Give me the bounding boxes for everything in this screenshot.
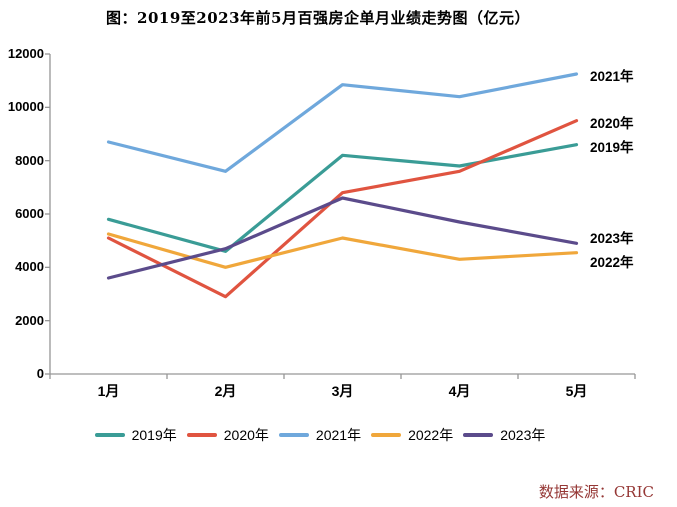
source-note: 数据来源：CRIC [538, 483, 654, 501]
legend-label: 2022年 [408, 427, 454, 443]
series-end-label-2022年: 2022年 [590, 255, 634, 270]
legend-item-2020年: 2020年 [186, 425, 269, 445]
y-axis-label: 0 [36, 366, 44, 381]
y-axis-label: 2000 [15, 312, 44, 328]
legend-item-2023年: 2023年 [463, 425, 545, 445]
y-axis-label: 10000 [7, 99, 44, 115]
legend-label: 2023年 [500, 427, 546, 443]
legend-item-2019年: 2019年 [94, 425, 177, 445]
series-end-label-2019年: 2019年 [590, 139, 634, 155]
series-line-2021年 [106, 72, 579, 173]
legend-swatch [278, 433, 309, 437]
series-line-2020年 [106, 119, 579, 299]
legend-label: 2021年 [315, 427, 362, 443]
y-axis-label: 12000 [7, 46, 44, 61]
x-axis-label: 3月 [331, 383, 354, 399]
series-line-2023年 [106, 196, 579, 280]
legend-swatch [463, 433, 494, 437]
x-axis-label: 5月 [565, 383, 588, 399]
legend-swatch [371, 433, 402, 437]
legend-label: 2020年 [223, 427, 269, 443]
legend: 2019年 2020年 2021年 2022年 2023年 [0, 425, 640, 445]
chart-title: 图：2019至2023年前5月百强房企单月业绩走势图（亿元） [106, 9, 530, 27]
series-end-label-2023年: 2023年 [590, 231, 634, 246]
x-axis-label: 1月 [97, 383, 120, 399]
x-axis-label: 4月 [448, 383, 471, 399]
y-axis-label: 6000 [15, 206, 44, 221]
series-line-2022年 [106, 232, 579, 269]
legend-swatch [186, 433, 217, 437]
y-axis-label: 4000 [15, 259, 44, 275]
axis-lines [49, 54, 635, 375]
legend-label: 2019年 [131, 427, 177, 443]
legend-item-2022年: 2022年 [371, 425, 453, 445]
legend-swatch [94, 433, 125, 437]
series-end-label-2021年: 2021年 [590, 69, 634, 84]
legend-item-2021年: 2021年 [278, 425, 362, 445]
series-end-label-2020年: 2020年 [590, 115, 634, 131]
series-line-2019年 [106, 143, 579, 253]
y-axis-label: 8000 [15, 152, 44, 168]
x-axis-label: 2月 [214, 383, 237, 399]
